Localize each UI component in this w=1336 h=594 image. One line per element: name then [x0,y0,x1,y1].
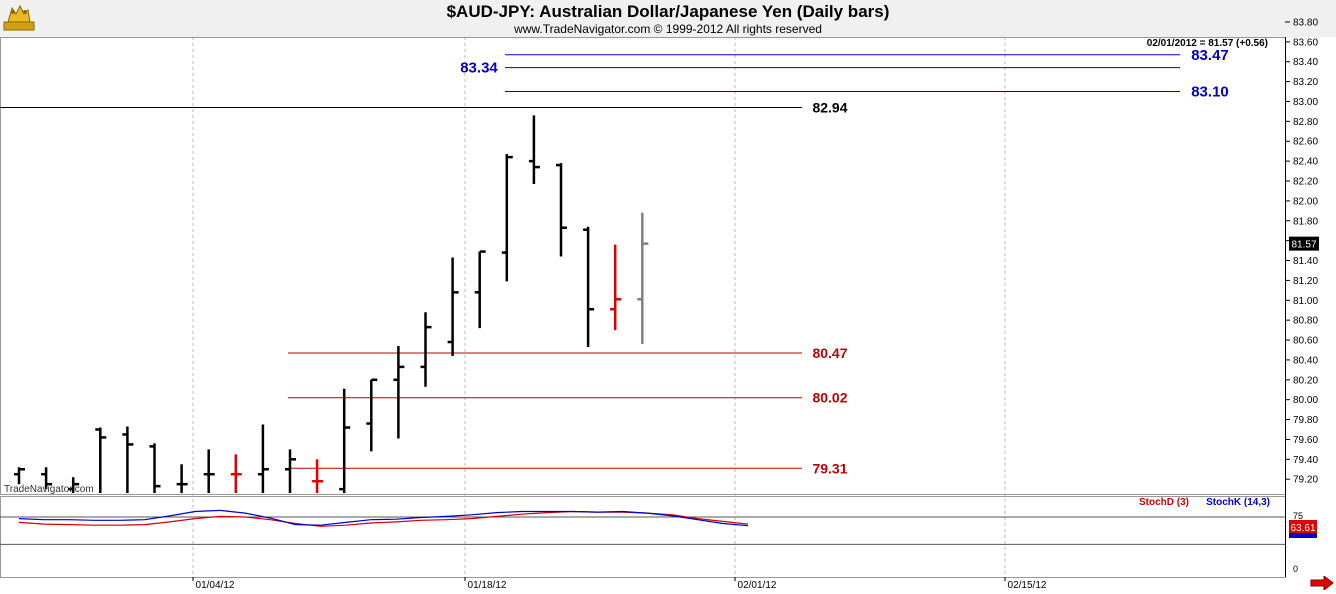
price-tick-label: 83.60 [1293,37,1318,48]
price-tick-label: 80.60 [1293,336,1318,347]
date-tick-label: 02/15/12 [1008,580,1047,591]
price-tick-label: 80.20 [1293,375,1318,386]
copyright-text: www.TradeNavigator.com © 1999-2012 All r… [514,22,822,36]
price-tick-label: 83.40 [1293,57,1318,68]
price-tick-label: 83.20 [1293,77,1318,88]
stoch-tick-label: 0 [1293,564,1298,574]
stoch-tick-label: 75 [1293,511,1303,521]
stoch-value-label: 63.61 [1290,523,1315,534]
level-label: 83.10 [1191,84,1229,101]
ohlc-bar [14,467,25,485]
level-label: 83.47 [1191,47,1229,64]
ohlc-bar [230,454,242,493]
price-tick-label: 81.00 [1293,296,1318,307]
bull-and-bear-logo-icon [3,4,35,31]
chart-title: $AUD-JPY: Australian Dollar/Japanese Yen… [446,2,890,21]
ohlc-bar [339,388,351,493]
level-label: 80.47 [812,345,847,361]
stochastic-panel: 0 75 StochD (3) StochK (14,3) 63.61 [0,497,1317,574]
ohlc-bar [610,244,622,331]
ohlc-bar [393,346,405,439]
ohlc-bar [583,226,595,347]
ohlc-bar [366,378,378,452]
stoch-d-legend: StochD (3) [1139,497,1189,508]
last-price-badge [1289,236,1319,251]
ohlc-bar [176,464,188,493]
gridlines [192,37,1006,577]
date-tick-label: 01/18/12 [468,580,507,591]
price-tick-label: 80.00 [1293,395,1318,406]
ohlc-bar [637,212,649,345]
price-tick-label: 79.20 [1293,475,1318,486]
price-tick-label: 81.80 [1293,216,1318,227]
ohlc-bar [41,467,53,490]
price-axis: 79.20 79.40 79.60 79.80 80.00 80.20 80.40 80.60… [1285,17,1319,577]
stoch-k-legend: StochK (14,3) [1206,497,1270,508]
price-tick-label: 79.60 [1293,435,1318,446]
level-label: 82.94 [812,99,847,115]
price-tick-label: 83.80 [1293,17,1318,28]
stoch-value-badge [1289,520,1317,534]
info-readout: 02/01/2012 = 81.57 (+0.56) [1147,38,1268,49]
ohlc-bar [312,459,324,493]
level-label: 80.02 [812,390,847,406]
price-tick-label: 82.20 [1293,177,1318,188]
price-tick-label: 81.20 [1293,276,1318,287]
ohlc-bar [95,427,107,493]
price-tick-label: 82.00 [1293,196,1318,207]
price-tick-label: 82.80 [1293,117,1318,128]
price-tick-label: 82.60 [1293,137,1318,148]
ohlc-bar [257,424,269,493]
ohlc-bar [149,443,161,493]
price-tick-label: 83.00 [1293,97,1318,108]
watermark: TradeNavigator.com [4,484,94,495]
stoch-k-badge [1289,533,1317,538]
ohlc-bar [203,449,215,493]
date-tick-label: 02/01/12 [738,580,777,591]
price-tick-label: 80.80 [1293,316,1318,327]
ohlc-bar [447,257,459,356]
ohlc-bar [501,154,513,282]
ohlc-bar [68,477,80,493]
price-tick-label: 80.40 [1293,355,1318,366]
ohlc-bar [420,312,432,387]
price-levels: 83.47 83.34 83.10 82.94 80.47 80.02 79.31 [0,47,1229,476]
ohlc-bar [528,115,540,184]
price-tick-label: 79.80 [1293,415,1318,426]
last-price-label: 81.57 [1291,240,1316,251]
level-label: 83.34 [460,60,498,77]
level-label: 79.31 [812,460,847,476]
chart-header: $AUD-JPY: Australian Dollar/Japanese Yen… [0,0,1336,37]
date-tick-label: 01/04/12 [196,580,235,591]
price-bars [14,115,649,493]
ohlc-bar [474,250,486,329]
date-axis: 01/04/12 01/18/12 02/01/12 02/15/12 [192,577,1047,591]
price-tick-label: 81.40 [1293,256,1318,267]
price-tick-label: 82.40 [1293,157,1318,168]
red-right-arrow-icon[interactable] [1310,576,1334,590]
price-tick-label: 79.40 [1293,455,1318,466]
ohlc-bar [285,449,296,493]
stoch-series-line [18,509,749,527]
ohlc-bar [556,163,567,257]
ohlc-bar [122,426,134,493]
